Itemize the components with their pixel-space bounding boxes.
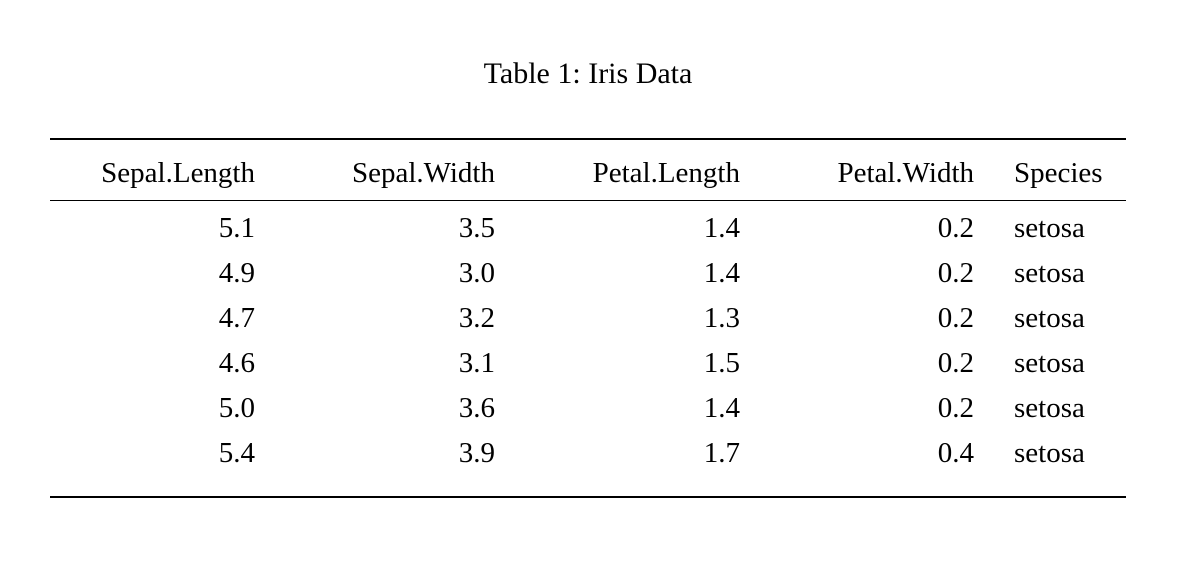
- cell-species: setosa: [1014, 212, 1085, 244]
- cell-petal-length: 1.4: [703, 212, 740, 244]
- cell-sepal-length: 4.9: [218, 257, 255, 289]
- cell-petal-length: 1.5: [703, 347, 740, 379]
- column-header-petal-length: Petal.Length: [495, 139, 740, 201]
- table-row: 4.9 3.0 1.4 0.2 setosa: [50, 251, 1126, 296]
- cell-sepal-length: 5.0: [218, 392, 255, 424]
- cell-sepal-width: 3.5: [458, 212, 495, 244]
- column-header-sepal-length: Sepal.Length: [50, 139, 255, 201]
- table-caption: Table 1: Iris Data: [483, 57, 693, 90]
- cell-sepal-length: 5.4: [218, 437, 255, 469]
- iris-data-table: Sepal.Length Sepal.Width Petal.Length Pe…: [50, 138, 1126, 498]
- cell-species: setosa: [1014, 392, 1085, 424]
- column-header-sepal-width: Sepal.Width: [255, 139, 495, 201]
- table-row: 5.1 3.5 1.4 0.2 setosa: [50, 201, 1126, 252]
- column-header-species: Species: [974, 139, 1126, 201]
- cell-species: setosa: [1014, 257, 1085, 289]
- cell-species: setosa: [1014, 302, 1085, 334]
- table-row: 4.6 3.1 1.5 0.2 setosa: [50, 341, 1126, 386]
- header-row: Sepal.Length Sepal.Width Petal.Length Pe…: [50, 139, 1126, 201]
- cell-sepal-width: 3.2: [458, 302, 495, 334]
- table-row: 5.4 3.9 1.7 0.4 setosa: [50, 431, 1126, 497]
- cell-petal-width: 0.2: [937, 347, 974, 379]
- cell-sepal-length: 4.7: [218, 302, 255, 334]
- cell-sepal-length: 4.6: [218, 347, 255, 379]
- table-row: 4.7 3.2 1.3 0.2 setosa: [50, 296, 1126, 341]
- cell-petal-width: 0.4: [937, 437, 974, 469]
- cell-sepal-width: 3.0: [458, 257, 495, 289]
- cell-petal-length: 1.4: [703, 392, 740, 424]
- cell-petal-width: 0.2: [937, 392, 974, 424]
- cell-sepal-width: 3.6: [458, 392, 495, 424]
- cell-petal-length: 1.4: [703, 257, 740, 289]
- table-header: Sepal.Length Sepal.Width Petal.Length Pe…: [50, 139, 1126, 201]
- table-body: 5.1 3.5 1.4 0.2 setosa 4.9 3.0 1.4 0.2 s…: [50, 201, 1126, 498]
- cell-species: setosa: [1014, 437, 1085, 469]
- table-row: 5.0 3.6 1.4 0.2 setosa: [50, 386, 1126, 431]
- cell-petal-width: 0.2: [937, 212, 974, 244]
- table-container: Sepal.Length Sepal.Width Petal.Length Pe…: [50, 138, 1126, 498]
- cell-petal-length: 1.7: [703, 437, 740, 469]
- column-header-petal-width: Petal.Width: [740, 139, 974, 201]
- cell-species: setosa: [1014, 347, 1085, 379]
- cell-sepal-width: 3.1: [458, 347, 495, 379]
- cell-petal-length: 1.3: [703, 302, 740, 334]
- cell-sepal-width: 3.9: [458, 437, 495, 469]
- cell-petal-width: 0.2: [937, 302, 974, 334]
- cell-sepal-length: 5.1: [218, 212, 255, 244]
- cell-petal-width: 0.2: [937, 257, 974, 289]
